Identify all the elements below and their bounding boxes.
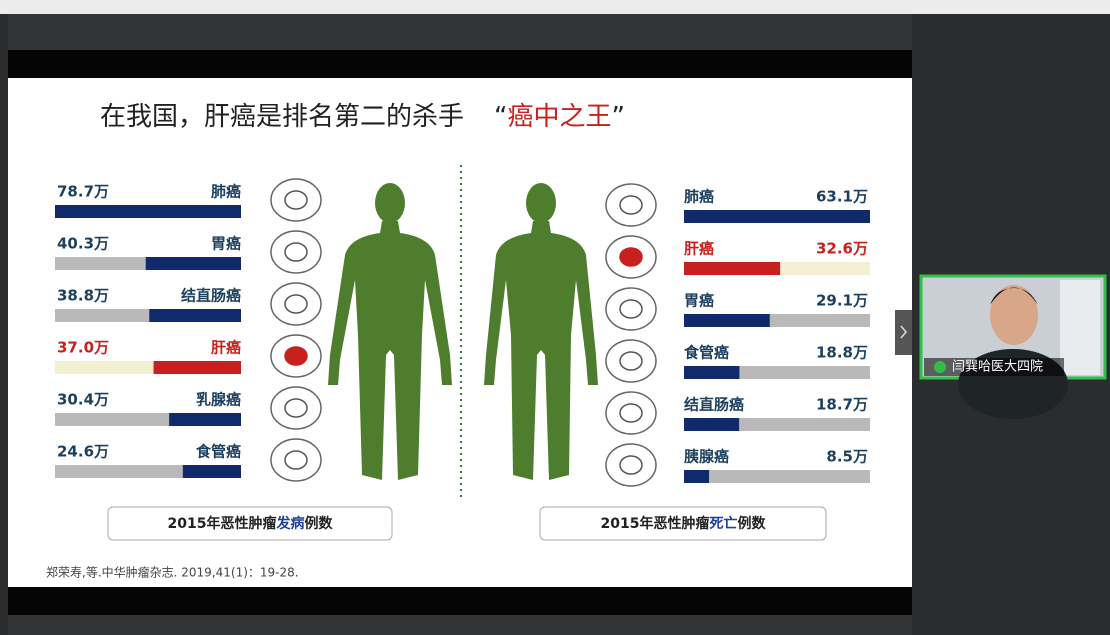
caption-text: 2015年恶性肿瘤: [168, 515, 277, 532]
organ-icon: [606, 340, 656, 382]
title-text: 在我国，肝癌是排名第二的杀手: [100, 102, 464, 132]
bar: [684, 470, 709, 483]
quote: “: [494, 102, 507, 132]
bar: [183, 465, 241, 478]
webcam-tile: 闫巽哈医大四院: [921, 276, 1105, 419]
organ-label: 肝癌: [684, 240, 714, 258]
caption-highlight: 死亡: [708, 515, 737, 532]
slide-title: 在我国，肝癌是排名第二的杀手 “癌中之王”: [100, 102, 625, 132]
organ-icon: [271, 387, 321, 429]
organ-label: 结直肠癌: [181, 287, 241, 305]
organ-icon: [606, 392, 656, 434]
organ-icon: [606, 444, 656, 486]
value-label: 63.1万: [816, 188, 868, 206]
participant-name: 闫巽哈医大四院: [952, 360, 1043, 375]
bar: [684, 418, 739, 431]
bar-track: [684, 470, 870, 483]
bar: [154, 361, 241, 374]
bar: [684, 210, 870, 223]
value-label: 24.6万: [57, 443, 109, 461]
value-label: 37.0万: [57, 339, 109, 357]
letterbox: [8, 587, 912, 615]
caption-highlight: 发病: [275, 515, 304, 532]
value-label: 18.8万: [816, 344, 868, 362]
screen: 在我国，肝癌是排名第二的杀手 “癌中之王” 肺癌 78.7万胃癌 40.3万结直肠癌 3…: [0, 0, 1110, 635]
organ-icon: [606, 288, 656, 330]
bar: [684, 262, 780, 275]
bar: [684, 366, 739, 379]
bar: [684, 314, 770, 327]
caption: 2015年恶性肿瘤死亡例数: [601, 515, 767, 532]
citation: 郑荣寿,等.中华肿瘤杂志. 2019,41(1)：19-28.: [46, 565, 299, 580]
top-bar: [0, 0, 1110, 14]
bar: [146, 257, 241, 270]
organ-label: 结直肠癌: [684, 396, 744, 414]
organ-label: 肝癌: [211, 339, 241, 357]
organ-label: 肺癌: [211, 183, 241, 201]
value-label: 18.7万: [816, 396, 868, 414]
organ-label: 胰腺癌: [684, 448, 729, 466]
organ-icon: [271, 179, 321, 221]
caption-text: 2015年恶性肿瘤: [601, 515, 710, 532]
organ-label: 食管癌: [196, 443, 241, 461]
value-label: 8.5万: [826, 448, 868, 466]
value-label: 38.8万: [57, 287, 109, 305]
organ-icon: [271, 283, 321, 325]
organ-label: 食管癌: [684, 344, 729, 362]
bar: [149, 309, 241, 322]
side-toggle[interactable]: [895, 310, 912, 355]
organ-label: 乳腺癌: [196, 391, 241, 409]
organ-icon: [606, 184, 656, 226]
value-label: 40.3万: [57, 235, 109, 253]
bar: [55, 205, 241, 218]
organ-glyph: [620, 248, 642, 266]
value-label: 32.6万: [816, 240, 868, 258]
value-label: 29.1万: [816, 292, 868, 310]
page: {"slide": { "title": "在我国，肝癌是排名第二的杀手", "…: [0, 0, 1110, 635]
organ-icon: [271, 439, 321, 481]
value-label: 30.4万: [57, 391, 109, 409]
quote: ”: [612, 102, 625, 132]
title-highlight: 癌中之王: [508, 102, 612, 132]
organ-glyph: [285, 347, 307, 365]
caption: 2015年恶性肿瘤发病例数: [168, 515, 334, 532]
organ-label: 胃癌: [684, 292, 714, 310]
value-label: 78.7万: [57, 183, 109, 201]
organ-label: 胃癌: [211, 235, 241, 253]
organ-label: 肺癌: [684, 188, 714, 206]
caption-text: 例数: [737, 515, 766, 532]
letterbox: [8, 50, 912, 78]
bar: [169, 413, 241, 426]
organ-icon: [271, 231, 321, 273]
caption-text: 例数: [304, 515, 333, 532]
